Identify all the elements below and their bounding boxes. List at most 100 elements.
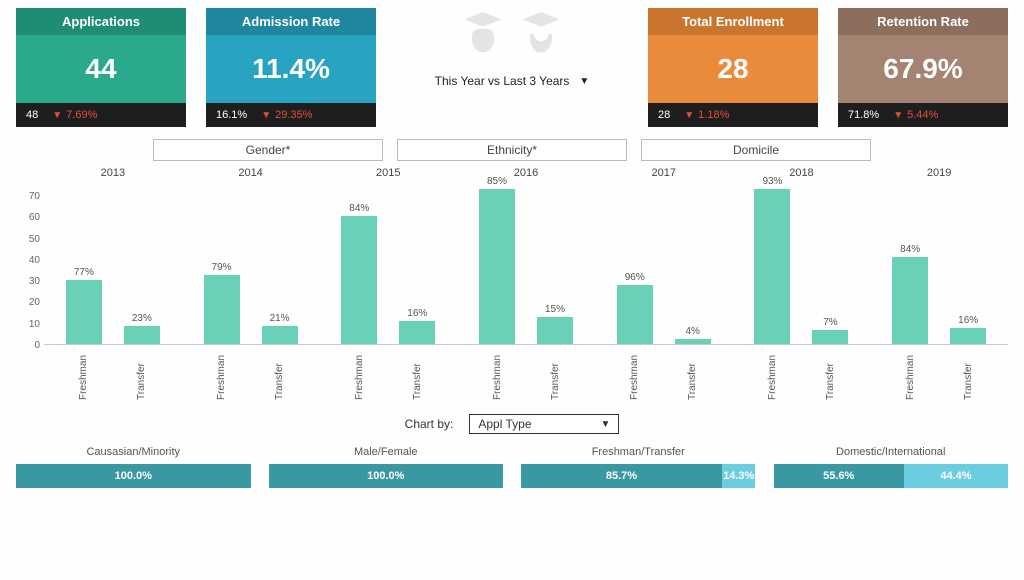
bottom-item[interactable]: Causasian/Minority100.0% <box>16 446 251 488</box>
bar[interactable]: 84% <box>890 244 930 344</box>
bar[interactable]: 7% <box>810 317 850 344</box>
bar-rect <box>950 328 986 344</box>
year-label: 2019 <box>870 167 1008 185</box>
tab-domicile[interactable]: Domicile <box>641 139 871 161</box>
down-arrow-icon: ▼ <box>893 110 903 121</box>
kpi-applications[interactable]: Applications 44 48 ▼ 7.69% <box>16 8 186 127</box>
bar-rect <box>479 189 515 344</box>
bar-rect <box>892 257 928 344</box>
year-label: 2015 <box>319 167 457 185</box>
category-label: Transfer <box>673 345 713 400</box>
kpi-total-enrollment[interactable]: Total Enrollment 28 28 ▼ 1.18% <box>648 8 818 127</box>
chart-by-label: Chart by: <box>405 417 454 431</box>
y-tick: 0 <box>16 340 40 351</box>
tab-ethnicity[interactable]: Ethnicity* <box>397 139 627 161</box>
center-block: This Year vs Last 3 Years ▼ <box>396 8 628 94</box>
category-label: Freshman <box>890 345 930 400</box>
year-group: 77% 23% <box>44 185 182 344</box>
bar-percent: 84% <box>900 244 920 255</box>
stack-bar: 100.0% <box>16 464 251 488</box>
bar-rect <box>204 275 240 344</box>
kpi-prev: 71.8% <box>848 109 879 121</box>
year-group: 84% 16% <box>319 185 457 344</box>
bar-percent: 96% <box>625 272 645 283</box>
kpi-prev: 16.1% <box>216 109 247 121</box>
y-tick: 40 <box>16 255 40 266</box>
cat-group: FreshmanTransfer <box>733 345 871 400</box>
graduate-male-icon <box>519 8 563 60</box>
stack-bar: 55.6%44.4% <box>774 464 1009 488</box>
cat-group: Freshman Transfer <box>457 345 595 400</box>
category-label: Transfer <box>260 345 300 400</box>
kpi-title: Applications <box>16 8 186 35</box>
kpi-row: Applications 44 48 ▼ 7.69% Admission Rat… <box>16 8 1008 127</box>
kpi-delta: 7.69% <box>66 109 97 121</box>
kpi-value: 28 <box>648 35 818 103</box>
bar[interactable]: 16% <box>948 315 988 344</box>
year-group: 85%15% <box>457 185 595 344</box>
kpi-footer: 16.1% ▼ 29.35% <box>206 103 376 127</box>
chevron-down-icon: ▼ <box>579 76 589 87</box>
category-label: Transfer <box>810 345 850 400</box>
bottom-item[interactable]: Freshman/Transfer85.7%14.3% <box>521 446 756 488</box>
tab-gender[interactable]: Gender* <box>153 139 383 161</box>
category-label: Transfer <box>122 345 162 400</box>
dashboard-root: Applications 44 48 ▼ 7.69% Admission Rat… <box>0 0 1024 496</box>
bar-rect <box>617 285 653 344</box>
bar-percent: 93% <box>762 176 782 187</box>
bottom-item[interactable]: Domestic/International 55.6%44.4% <box>774 446 1009 488</box>
bar-rect <box>341 216 377 344</box>
kpi-title: Total Enrollment <box>648 8 818 35</box>
category-label: Transfer <box>948 345 988 400</box>
bar[interactable]: 79% <box>202 262 242 344</box>
category-label: Freshman <box>339 345 379 400</box>
down-arrow-icon: ▼ <box>52 110 62 121</box>
kpi-prev: 28 <box>658 109 670 121</box>
bar[interactable]: 93% <box>752 176 792 344</box>
bar-rect <box>537 317 573 344</box>
bar-chart: 706050403020100 201320142015201620172018… <box>16 167 1008 402</box>
bar[interactable]: 16% <box>397 308 437 344</box>
cat-group: Freshman Transfer <box>319 345 457 400</box>
bar-percent: 85% <box>487 176 507 187</box>
kpi-title: Admission Rate <box>206 8 376 35</box>
chart-by-select[interactable]: Appl Type ▼ <box>469 414 619 434</box>
bottom-label: Male/Female <box>269 446 504 458</box>
graduate-female-icon <box>461 8 505 60</box>
y-tick: 50 <box>16 234 40 245</box>
cat-group: FreshmanTransfer <box>595 345 733 400</box>
year-group: 84% 16% <box>870 185 1008 344</box>
comparison-dropdown[interactable]: This Year vs Last 3 Years ▼ <box>435 74 590 88</box>
bar[interactable]: 85% <box>477 176 517 344</box>
chevron-down-icon: ▼ <box>600 419 610 430</box>
bar[interactable]: 77% <box>64 267 104 344</box>
bar-percent: 15% <box>545 304 565 315</box>
year-group: 93%7% <box>733 185 871 344</box>
kpi-footer: 28 ▼ 1.18% <box>648 103 818 127</box>
bar-rect <box>262 326 298 344</box>
bar[interactable]: 21% <box>260 313 300 344</box>
kpi-delta: 5.44% <box>907 109 938 121</box>
category-label: Freshman <box>202 345 242 400</box>
bar[interactable]: 84% <box>339 203 379 344</box>
category-label: Transfer <box>535 345 575 400</box>
bar[interactable]: 15% <box>535 304 575 344</box>
kpi-delta: 1.18% <box>698 109 729 121</box>
bar[interactable]: 4% <box>673 326 713 344</box>
kpi-admission-rate[interactable]: Admission Rate 11.4% 16.1% ▼ 29.35% <box>206 8 376 127</box>
category-label: Freshman <box>64 345 104 400</box>
y-tick: 20 <box>16 297 40 308</box>
bottom-label: Domestic/International <box>774 446 1009 458</box>
category-label: Transfer <box>397 345 437 400</box>
bar[interactable]: 96% <box>615 272 655 344</box>
bar[interactable]: 23% <box>122 313 162 344</box>
y-tick: 10 <box>16 319 40 330</box>
chart-by-row: Chart by: Appl Type ▼ <box>16 414 1008 434</box>
category-label: Freshman <box>477 345 517 400</box>
bars-row: 77% 23% 79% 21% 84% 16% 85%15% 96% 4% 93%7% 84% 16% <box>44 185 1008 345</box>
kpi-value: 44 <box>16 35 186 103</box>
bottom-label: Freshman/Transfer <box>521 446 756 458</box>
dropdown-text: This Year vs Last 3 Years <box>435 74 570 88</box>
kpi-retention-rate[interactable]: Retention Rate 67.9% 71.8% ▼ 5.44% <box>838 8 1008 127</box>
bottom-item[interactable]: Male/Female100.0% <box>269 446 504 488</box>
